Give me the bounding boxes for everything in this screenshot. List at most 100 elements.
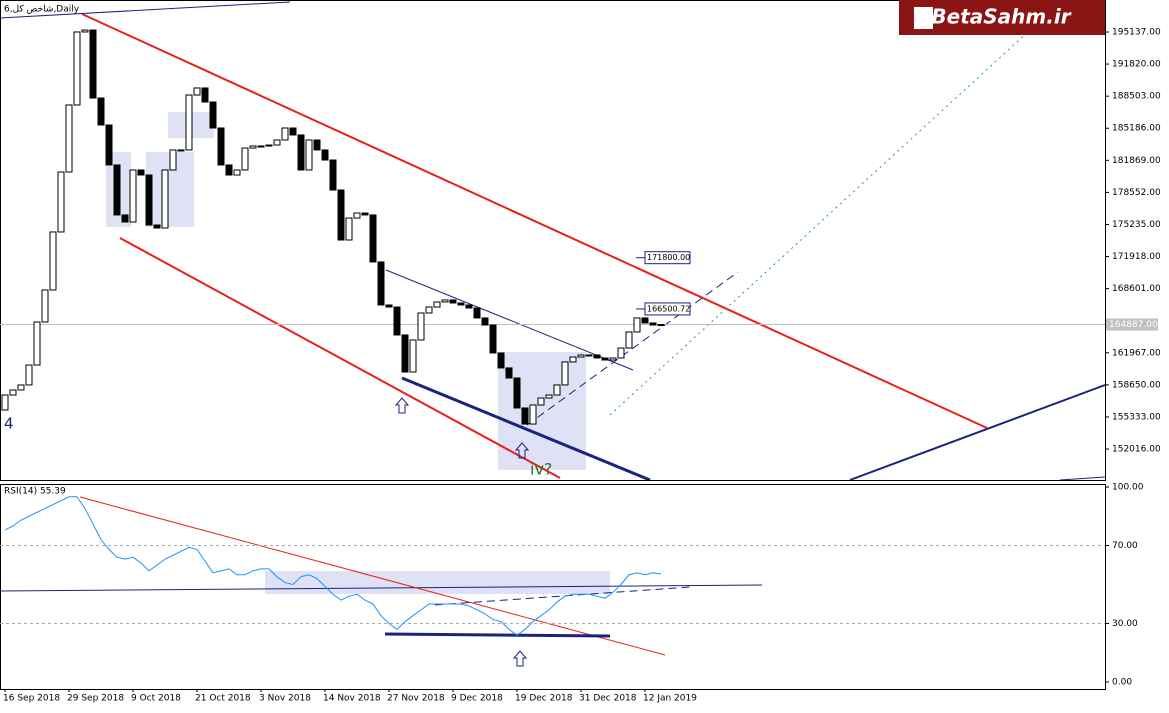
candle	[425, 306, 433, 314]
x-tick-label: 29 Sep 2018	[67, 694, 124, 704]
x-tick-label: 21 Oct 2018	[195, 694, 251, 704]
y-tick-label: 191820.00	[1112, 60, 1161, 70]
candle	[409, 339, 417, 373]
candle	[641, 317, 649, 324]
candle	[353, 212, 361, 219]
candle	[545, 394, 553, 399]
candle	[497, 352, 505, 369]
candle	[321, 149, 329, 161]
trendlines	[0, 1, 1106, 656]
rsi-title: RSI(14) 55.39	[4, 487, 66, 497]
candle	[161, 169, 169, 229]
wave-label: 4	[4, 415, 14, 433]
logo-box	[899, 0, 1105, 35]
candle	[537, 397, 545, 406]
price-tag-label: 164887.00	[1109, 320, 1158, 330]
candle	[57, 171, 65, 233]
y-tick-label: 181869.00	[1112, 156, 1161, 166]
zones	[106, 112, 610, 594]
candle	[217, 127, 225, 166]
candle	[121, 214, 129, 223]
candle	[169, 149, 177, 171]
candle	[513, 377, 521, 409]
candle	[585, 354, 593, 357]
trendline	[401, 376, 651, 482]
candle	[609, 357, 617, 361]
candle	[49, 231, 57, 291]
candle	[105, 124, 113, 166]
x-tick-label: 16 Sep 2018	[3, 694, 60, 704]
candle	[89, 29, 97, 99]
candle	[65, 104, 73, 173]
rsi-trendline	[384, 632, 611, 638]
candle	[81, 29, 89, 33]
trendline	[609, 29, 1031, 416]
candle	[617, 347, 625, 359]
candle	[393, 306, 401, 336]
price-tag	[1106, 318, 1158, 331]
candle	[297, 134, 305, 171]
trendline	[119, 237, 561, 479]
candle	[505, 367, 513, 379]
candle	[473, 307, 481, 319]
y-tick-label: 100.00	[1112, 483, 1144, 493]
candle	[489, 324, 497, 354]
y-tick-label: 158650.00	[1112, 380, 1161, 390]
y-tick-label: 161967.00	[1112, 348, 1161, 358]
y-tick-label: 171918.00	[1112, 252, 1161, 262]
candle	[33, 321, 41, 366]
candle	[225, 164, 233, 176]
arrow	[394, 397, 410, 414]
candle	[433, 301, 441, 308]
candle	[329, 159, 337, 191]
x-tick-label: 14 Nov 2018	[323, 694, 381, 704]
candle	[577, 354, 585, 358]
trendline	[385, 269, 634, 371]
candle	[345, 217, 353, 241]
rsi-trendline	[79, 496, 666, 656]
price-label: 171800.00	[647, 253, 690, 262]
candle	[281, 127, 289, 141]
rsi-trendline	[0, 584, 763, 592]
candle	[441, 299, 449, 303]
candle	[17, 384, 25, 391]
arrows	[394, 397, 530, 667]
candle	[593, 354, 601, 359]
candle	[449, 299, 457, 304]
candle	[1, 394, 9, 411]
x-tick-label: 9 Oct 2018	[131, 694, 181, 704]
y-tick-label: 0.00	[1112, 678, 1132, 688]
candle	[233, 169, 241, 176]
arrow	[514, 442, 530, 459]
candle	[417, 312, 425, 341]
candle	[137, 169, 145, 176]
y-tick-label: 195137.00	[1112, 28, 1161, 38]
trendline	[1059, 476, 1106, 481]
candle	[265, 144, 273, 147]
candle	[201, 87, 209, 103]
y-tick-label: 188503.00	[1112, 92, 1161, 102]
trendline	[0, 1, 291, 19]
arrow	[512, 650, 528, 667]
x-tick-label: 12 Jan 2019	[643, 694, 697, 704]
trendline	[81, 13, 988, 429]
candle	[457, 302, 465, 306]
candle	[649, 322, 657, 326]
price-label: 166500.72	[647, 304, 690, 313]
x-tick-label: 19 Dec 2018	[515, 694, 573, 704]
trendline	[849, 384, 1106, 481]
zone	[265, 571, 610, 594]
rsi-panel	[0, 484, 1106, 690]
candle	[521, 407, 529, 425]
candle	[633, 317, 641, 333]
logo-mark	[914, 7, 933, 29]
candle	[41, 289, 49, 323]
candle	[305, 139, 313, 171]
candle	[569, 356, 577, 363]
y-tick-label: 30.00	[1112, 619, 1138, 629]
candle	[401, 334, 409, 373]
price-label-box	[644, 251, 691, 265]
candle	[385, 304, 393, 308]
